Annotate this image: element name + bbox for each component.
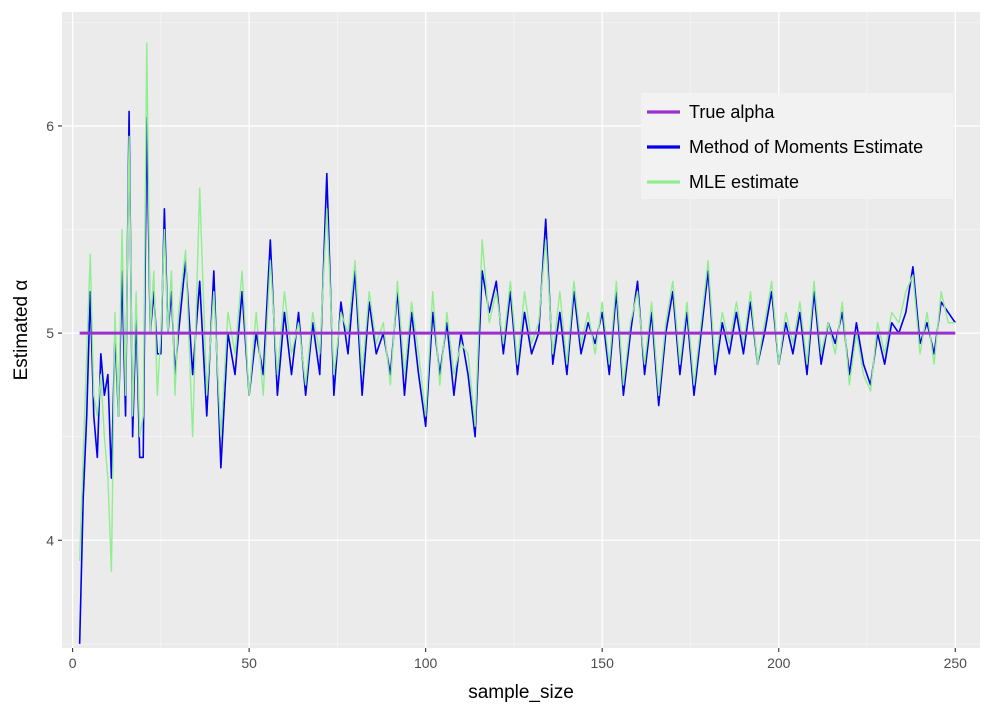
x-tick-label: 250 — [944, 655, 968, 671]
legend-label-true-alpha: True alpha — [689, 102, 775, 122]
legend-label-mle: MLE estimate — [689, 172, 799, 192]
y-axis-title: Estimated α — [11, 280, 32, 381]
legend-label-mom: Method of Moments Estimate — [689, 137, 923, 157]
x-axis-title: sample_size — [468, 682, 574, 703]
series-line-mom — [78, 110, 956, 644]
legend-background — [641, 93, 953, 199]
y-tick-labels: 4 5 6 — [46, 118, 54, 548]
x-tick-label: 150 — [591, 655, 615, 671]
legend: True alpha Method of Moments Estimate MLE … — [641, 93, 953, 199]
x-tick-label: 100 — [414, 655, 438, 671]
x-tick-label: 200 — [767, 655, 791, 671]
major-gridlines — [62, 12, 980, 648]
y-tick-label: 6 — [46, 118, 54, 134]
axis-ticks — [58, 125, 956, 652]
series-layer — [78, 42, 956, 644]
y-tick-label: 5 — [46, 325, 54, 341]
x-tick-label: 0 — [69, 655, 77, 671]
y-tick-label: 4 — [46, 532, 54, 548]
x-tick-label: 50 — [241, 655, 257, 671]
x-tick-labels: 0 50 100 150 200 250 — [69, 655, 967, 671]
